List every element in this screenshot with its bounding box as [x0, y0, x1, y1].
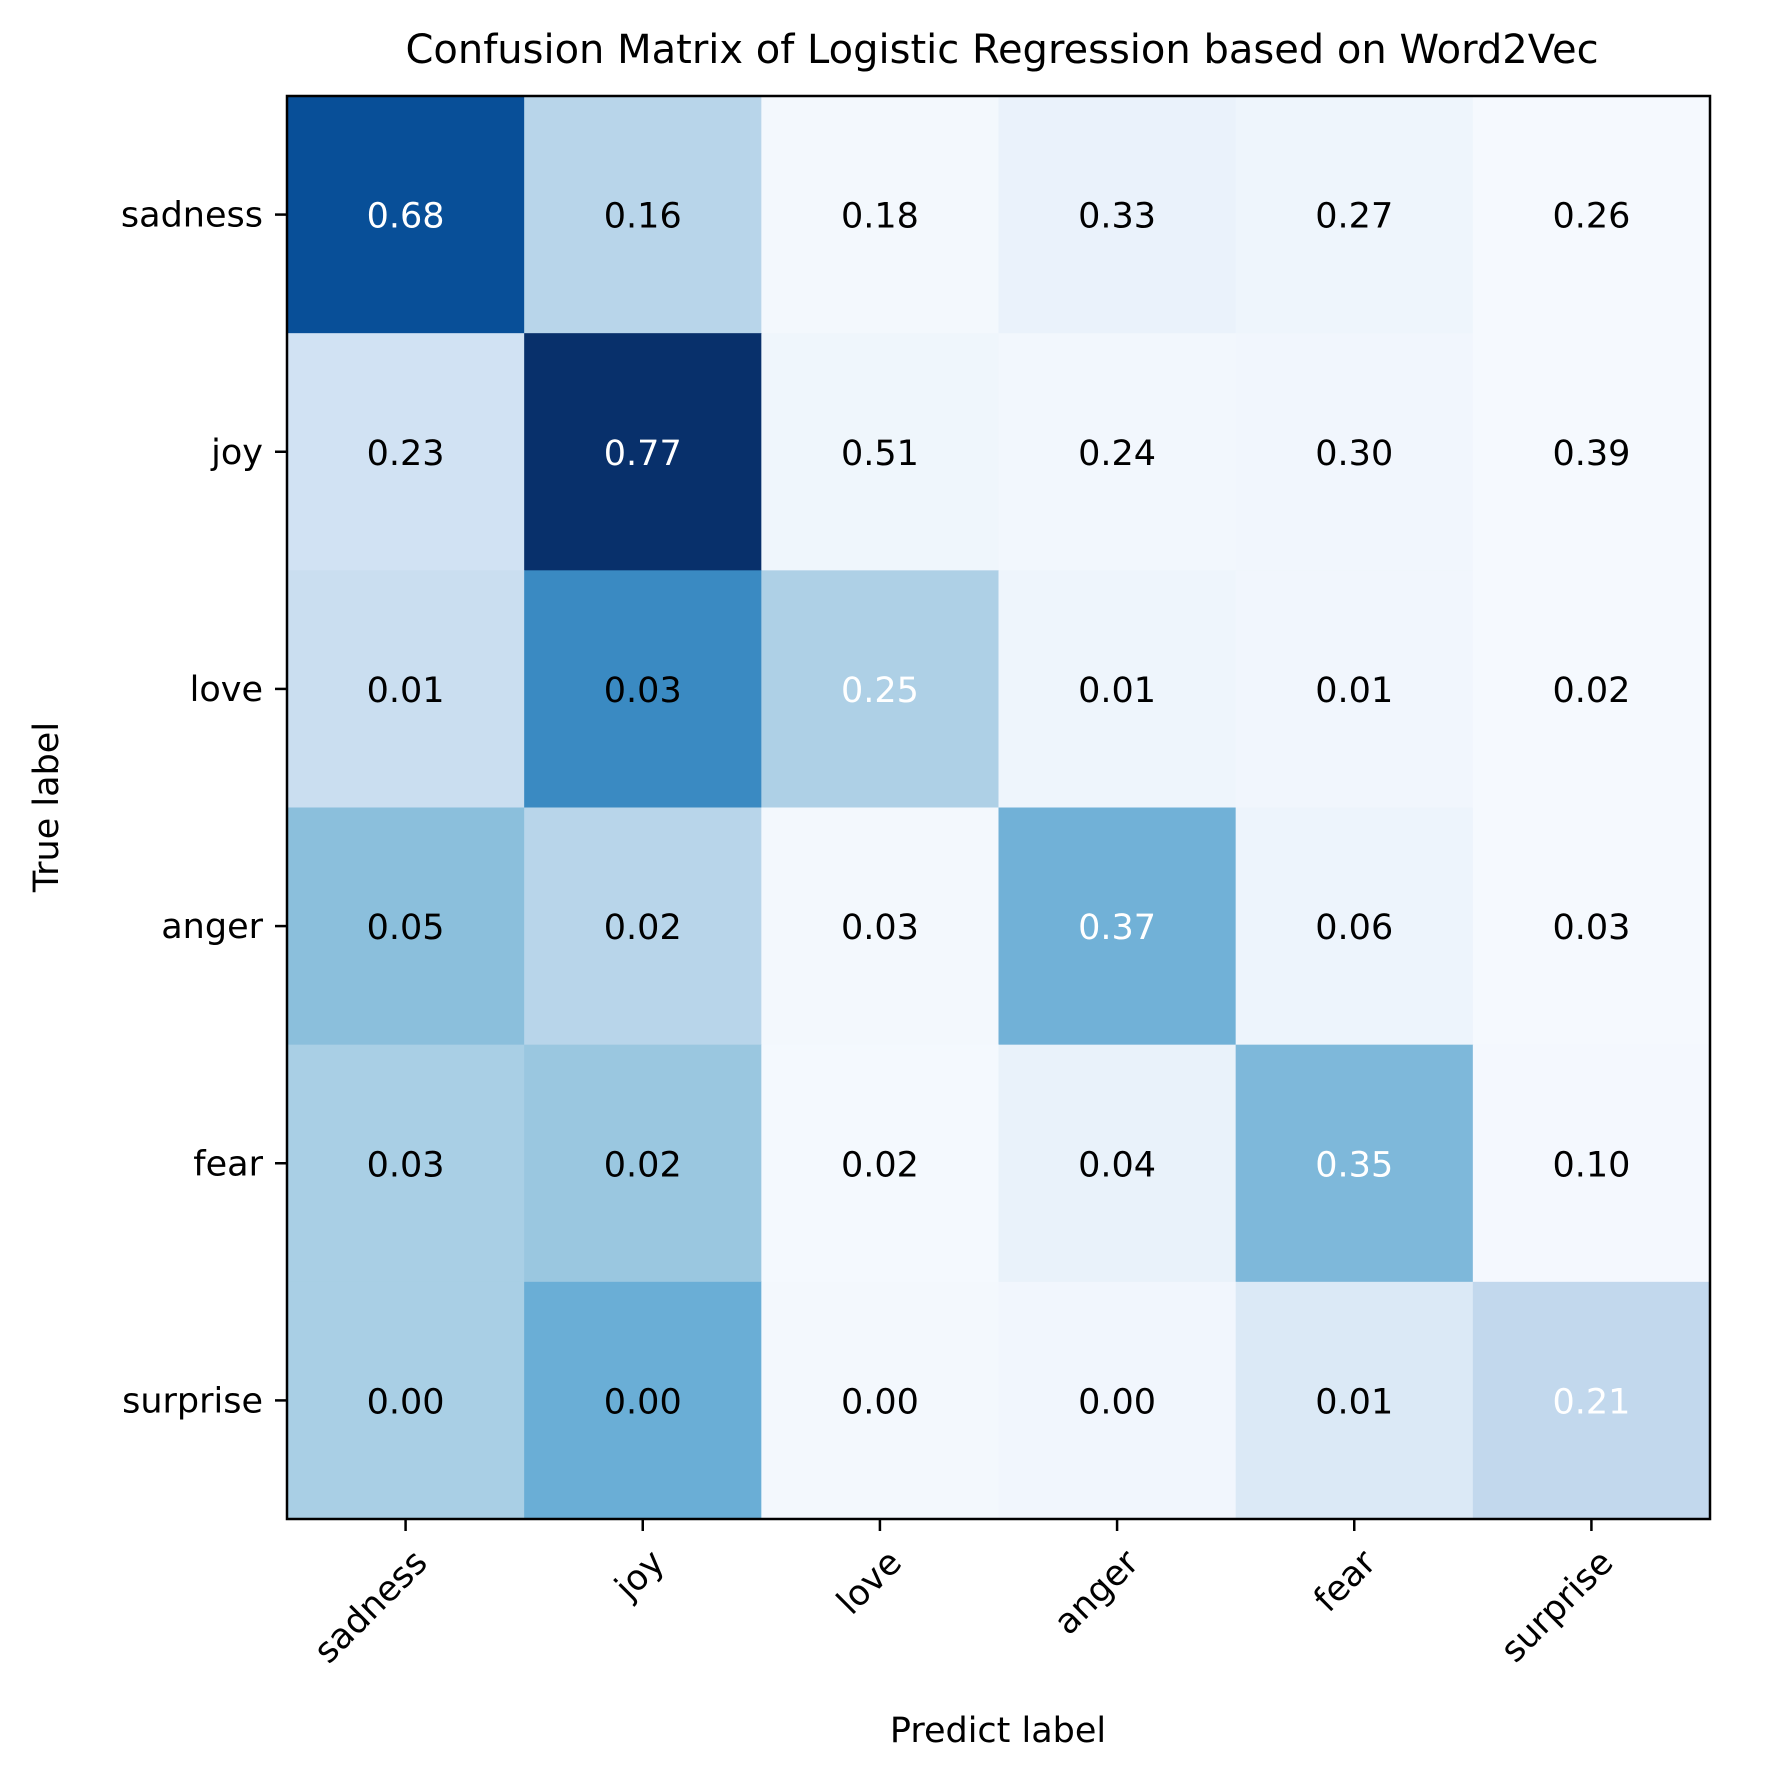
cell-value-joy-fear: 0.30 [1315, 434, 1393, 474]
heatmap-cell-anger-love [761, 807, 1000, 1046]
heatmap-cell-surprise-anger [998, 1281, 1237, 1520]
cell-value-joy-sadness: 0.23 [367, 434, 445, 474]
heatmap-cell-fear-surprise [1472, 1044, 1711, 1283]
y-axis-ticks: sadness joy love anger fear surprise [121, 196, 287, 1421]
cell-value-sadness-sadness: 0.68 [367, 197, 445, 237]
heatmap-cell-sadness-fear [1235, 96, 1474, 334]
cell-value-love-fear: 0.01 [1315, 671, 1393, 711]
cell-value-joy-love: 0.51 [841, 434, 919, 474]
heatmap-cell-love-joy [524, 570, 762, 809]
heatmap-cell-anger-sadness [287, 807, 525, 1046]
cell-value-sadness-fear: 0.27 [1315, 197, 1393, 237]
heatmap-cell-surprise-joy [524, 1281, 762, 1520]
y-axis-label: True label [27, 722, 67, 893]
cell-value-surprise-fear: 0.01 [1315, 1382, 1393, 1422]
heatmap-cell-surprise-fear [1235, 1281, 1474, 1520]
heatmap-cell-sadness-joy [524, 96, 762, 334]
cell-value-joy-surprise: 0.39 [1552, 434, 1630, 474]
heatmap-cell-anger-joy [524, 807, 762, 1046]
plot-frame [285, 94, 1712, 1521]
cell-value-sadness-joy: 0.16 [604, 197, 682, 237]
heatmap-cell-joy-sadness [287, 333, 525, 571]
heatmap-cell-sadness-anger [998, 96, 1237, 334]
y-tick-label-love: love [190, 670, 263, 710]
heatmap-cell-surprise-love [761, 1281, 1000, 1520]
heatmap-cell-anger-anger [998, 807, 1237, 1046]
cell-value-sadness-surprise: 0.26 [1552, 197, 1630, 237]
heatmap-cell-joy-joy [524, 333, 762, 571]
heatmap-cell-love-fear [1235, 570, 1474, 809]
heatmap-cell-sadness-love [761, 96, 1000, 334]
y-tick-label-joy: joy [210, 433, 263, 473]
heatmap-cell-joy-anger [998, 333, 1237, 571]
heatmap-cell-love-sadness [287, 570, 525, 809]
cell-value-sadness-love: 0.18 [841, 197, 919, 237]
y-tick-label-surprise: surprise [122, 1381, 263, 1421]
heatmap-cell-surprise-surprise [1472, 1281, 1711, 1520]
cell-value-love-surprise: 0.02 [1552, 671, 1630, 711]
cell-value-love-love: 0.25 [841, 671, 919, 711]
cell-value-fear-joy: 0.02 [604, 1145, 682, 1185]
cell-value-anger-anger: 0.37 [1078, 908, 1156, 948]
y-tick-label-sadness: sadness [121, 196, 263, 236]
chart-title: Confusion Matrix of Logistic Regression … [405, 27, 1598, 73]
heatmap-cells [287, 96, 1711, 1520]
cell-value-anger-fear: 0.06 [1315, 908, 1393, 948]
heatmap-value-labels: 0.68 0.16 0.18 0.33 0.27 0.26 0.23 0.77 0.51 0.24… [367, 197, 1631, 1423]
cell-value-anger-sadness: 0.05 [367, 908, 445, 948]
heatmap-cell-anger-fear [1235, 807, 1474, 1046]
heatmap-cell-fear-joy [524, 1044, 762, 1283]
heatmap-cell-love-surprise [1472, 570, 1711, 809]
heatmap-cell-surprise-sadness [287, 1281, 525, 1520]
cell-value-fear-love: 0.02 [841, 1145, 919, 1185]
heatmap-cell-sadness-surprise [1472, 96, 1711, 334]
cell-value-surprise-sadness: 0.00 [367, 1382, 445, 1422]
cell-value-fear-fear: 0.35 [1315, 1145, 1393, 1185]
cell-value-anger-joy: 0.02 [604, 908, 682, 948]
heatmap-cell-fear-love [761, 1044, 1000, 1283]
cell-value-surprise-surprise: 0.21 [1552, 1382, 1630, 1422]
heatmap-cell-anger-surprise [1472, 807, 1711, 1046]
cell-value-fear-anger: 0.04 [1078, 1145, 1156, 1185]
cell-value-surprise-love: 0.00 [841, 1382, 919, 1422]
cell-value-joy-joy: 0.77 [604, 434, 682, 474]
cell-value-love-joy: 0.03 [604, 671, 682, 711]
heatmap-cell-love-anger [998, 570, 1237, 809]
cell-value-surprise-anger: 0.00 [1078, 1382, 1156, 1422]
x-axis-label: Predict label [890, 1711, 1106, 1751]
cell-value-joy-anger: 0.24 [1078, 434, 1156, 474]
cell-value-anger-love: 0.03 [841, 908, 919, 948]
heatmap-cell-joy-surprise [1472, 333, 1711, 571]
cell-value-fear-surprise: 0.10 [1552, 1145, 1630, 1185]
cell-value-fear-sadness: 0.03 [367, 1145, 445, 1185]
heatmap-cell-joy-love [761, 333, 1000, 571]
cell-value-surprise-joy: 0.00 [604, 1382, 682, 1422]
cell-value-love-anger: 0.01 [1078, 671, 1156, 711]
y-tick-label-anger: anger [161, 907, 263, 947]
heatmap-cell-sadness-sadness [287, 96, 525, 334]
heatmap-cell-fear-fear [1235, 1044, 1474, 1283]
heatmap-cell-love-love [761, 570, 1000, 809]
heatmap-cell-joy-fear [1235, 333, 1474, 571]
heatmap-cell-fear-sadness [287, 1044, 525, 1283]
cell-value-sadness-anger: 0.33 [1078, 197, 1156, 237]
heatmap-cell-fear-anger [998, 1044, 1237, 1283]
y-tick-label-fear: fear [193, 1144, 263, 1184]
cell-value-anger-surprise: 0.03 [1552, 908, 1630, 948]
cell-value-love-sadness: 0.01 [367, 671, 445, 711]
